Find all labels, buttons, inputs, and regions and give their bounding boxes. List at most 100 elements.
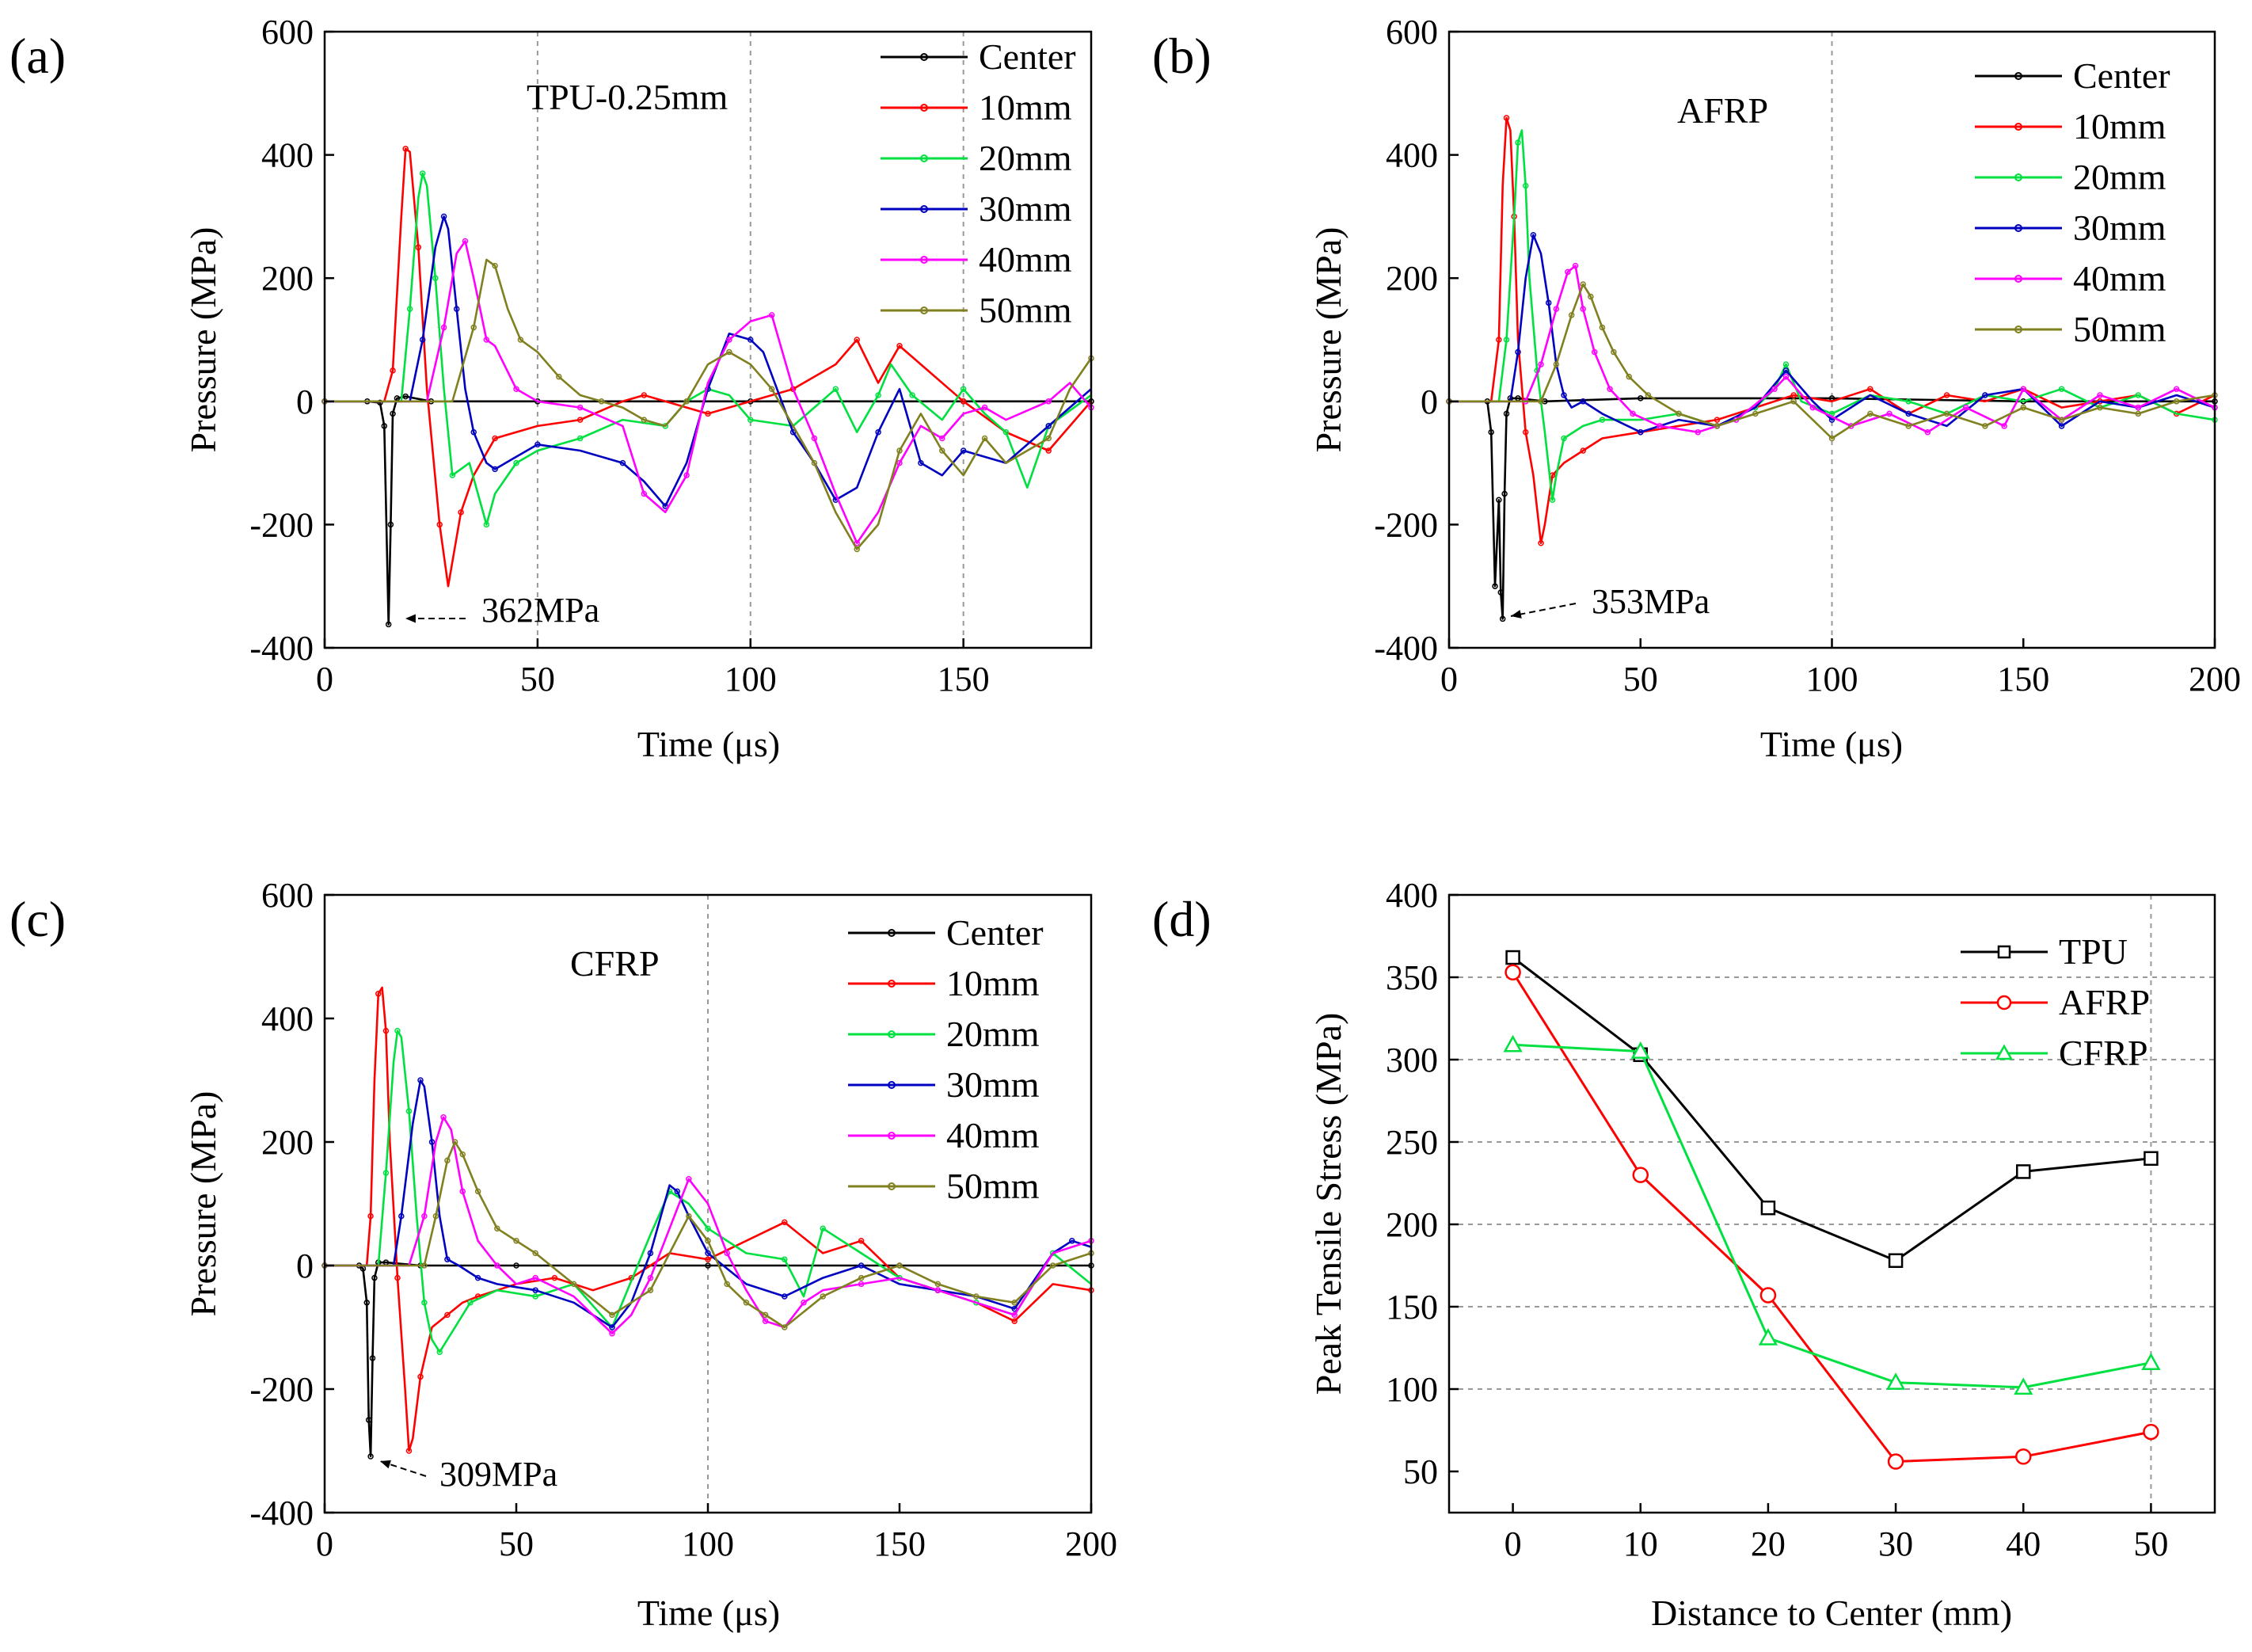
- data-point-10mm: [1790, 392, 1797, 398]
- data-point-30mm: [1905, 410, 1912, 417]
- annotation-arrow: [379, 1460, 427, 1477]
- data-point-50mm: [517, 337, 524, 343]
- data-point-10mm: [367, 1212, 374, 1220]
- data-point-20mm: [832, 386, 839, 392]
- y-tick-label: 400: [261, 999, 314, 1038]
- data-point-10mm: [444, 1311, 451, 1319]
- data-point-20mm: [747, 417, 754, 423]
- y-tick-label: 600: [261, 13, 314, 51]
- panel-letter: (b): [1152, 28, 1212, 84]
- data-point-10mm: [492, 435, 498, 442]
- y-tick-label: -400: [249, 629, 314, 668]
- legend-label-20mm: 20mm: [979, 138, 1072, 178]
- series-line-10mm: [325, 147, 1091, 588]
- data-point-tpu: [1505, 950, 1520, 965]
- y-tick-label: 0: [1421, 383, 1438, 421]
- x-tick-label: 10: [1623, 1524, 1658, 1563]
- legend-label-40mm: 40mm: [2073, 258, 2166, 299]
- data-point-10mm: [854, 337, 860, 343]
- data-point-40mm: [683, 472, 690, 478]
- series-line-20mm: [325, 1030, 1091, 1353]
- series-line-center: [325, 395, 1091, 626]
- data-point-30mm: [440, 213, 447, 220]
- data-point-50mm: [1714, 423, 1721, 429]
- data-point-40mm: [1695, 428, 1702, 436]
- data-point-10mm: [1538, 539, 1544, 546]
- data-point-30mm: [782, 1293, 788, 1300]
- data-point-afrp: [1505, 964, 1521, 981]
- data-point-20mm: [705, 1225, 711, 1231]
- series-line-40mm: [1449, 265, 2215, 434]
- chart-panel-4: (d) 0 10 20 30 40 50 50 100 150 200 250 300 350 400 Dis…: [1152, 876, 2216, 1633]
- data-point-center: [1496, 497, 1502, 504]
- data-point-10mm: [375, 991, 382, 997]
- y-tick-label: -200: [249, 1370, 314, 1409]
- data-point-30mm: [444, 1256, 451, 1262]
- data-point-50mm: [762, 1311, 769, 1319]
- data-point-10mm: [1714, 417, 1721, 423]
- data-point-50mm: [981, 435, 988, 442]
- data-point-10mm: [405, 1448, 413, 1454]
- data-point-10mm: [1943, 392, 1950, 398]
- panel-letter: (c): [10, 891, 66, 947]
- data-point-10mm: [394, 1274, 401, 1281]
- data-point-afrp: [1759, 1287, 1777, 1304]
- data-point-50mm: [1599, 324, 1606, 331]
- annotation-arrowhead: [380, 1460, 391, 1469]
- data-point-10mm: [1503, 115, 1510, 121]
- legend-marker: [2014, 173, 2022, 181]
- data-point-40mm: [483, 337, 490, 343]
- data-point-cfrp: [2014, 1377, 2033, 1395]
- data-point-20mm: [419, 170, 426, 177]
- legend-label-10mm: 10mm: [2073, 106, 2166, 147]
- data-point-afrp: [1632, 1167, 1649, 1183]
- data-point-cfrp: [1503, 1034, 1523, 1052]
- data-point-50mm: [896, 1262, 903, 1269]
- data-point-10mm: [390, 367, 396, 374]
- y-tick-label: 200: [1386, 1205, 1438, 1244]
- data-point-50mm: [1580, 281, 1586, 287]
- legend-label-10mm: 10mm: [979, 87, 1072, 128]
- data-point-20mm: [1515, 139, 1521, 146]
- y-tick-label: 600: [1386, 13, 1438, 51]
- data-point-40mm: [1771, 386, 1778, 392]
- data-point-20mm: [1599, 417, 1606, 423]
- legend: Center 10mm 20mm 30mm 40mm 50mm: [848, 912, 1044, 1206]
- data-point-50mm: [1982, 423, 1988, 429]
- x-tick-label: 20: [1751, 1524, 1786, 1563]
- data-point-tpu: [2144, 1151, 2159, 1167]
- data-point-30mm: [858, 1262, 865, 1269]
- data-point-50mm: [768, 386, 775, 392]
- data-point-50mm: [451, 1139, 458, 1145]
- data-point-30mm: [674, 1188, 681, 1195]
- series-line-30mm: [325, 215, 1091, 508]
- data-point-50mm: [939, 447, 945, 454]
- data-point-40mm: [1962, 404, 1969, 411]
- data-point-10mm: [1867, 386, 1873, 392]
- data-point-20mm: [1782, 361, 1790, 367]
- data-point-tpu: [1760, 1200, 1776, 1216]
- legend-marker: [888, 1081, 896, 1089]
- data-point-20mm: [405, 1108, 413, 1114]
- data-point-40mm: [934, 1287, 942, 1293]
- data-point-30mm: [1515, 348, 1521, 356]
- data-point-10mm: [1522, 428, 1529, 436]
- data-point-50mm: [459, 1151, 466, 1158]
- data-point-30mm: [1045, 423, 1052, 429]
- data-point-20mm: [875, 392, 881, 398]
- data-point-20mm: [513, 459, 519, 466]
- panel-letter: (a): [10, 28, 66, 84]
- inset-label: TPU-0.25mm: [527, 77, 728, 117]
- legend-label-10mm: 10mm: [946, 963, 1040, 1003]
- data-point-20mm: [1561, 435, 1567, 442]
- data-point-50mm: [2173, 398, 2180, 405]
- data-point-30mm: [619, 459, 626, 466]
- data-point-40mm: [494, 1262, 500, 1269]
- annotation-text: 362MPa: [481, 591, 599, 630]
- legend-marker: [2014, 275, 2022, 283]
- legend-label-20mm: 20mm: [946, 1014, 1040, 1054]
- y-tick-label: 0: [296, 383, 314, 421]
- data-point-30mm: [1982, 392, 1988, 398]
- data-point-30mm: [428, 1139, 436, 1145]
